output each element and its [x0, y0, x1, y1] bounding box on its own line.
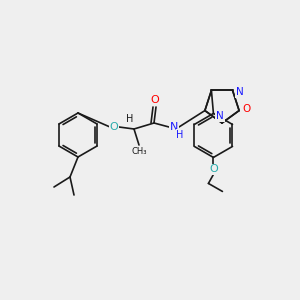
Text: O: O [110, 122, 118, 132]
Text: H: H [126, 114, 134, 124]
Text: N: N [236, 87, 244, 98]
Text: O: O [242, 103, 250, 114]
Text: O: O [151, 95, 159, 105]
Text: N: N [216, 111, 224, 121]
Text: O: O [209, 164, 218, 174]
Text: N: N [170, 122, 178, 132]
Text: H: H [176, 130, 184, 140]
Text: CH₃: CH₃ [131, 148, 147, 157]
